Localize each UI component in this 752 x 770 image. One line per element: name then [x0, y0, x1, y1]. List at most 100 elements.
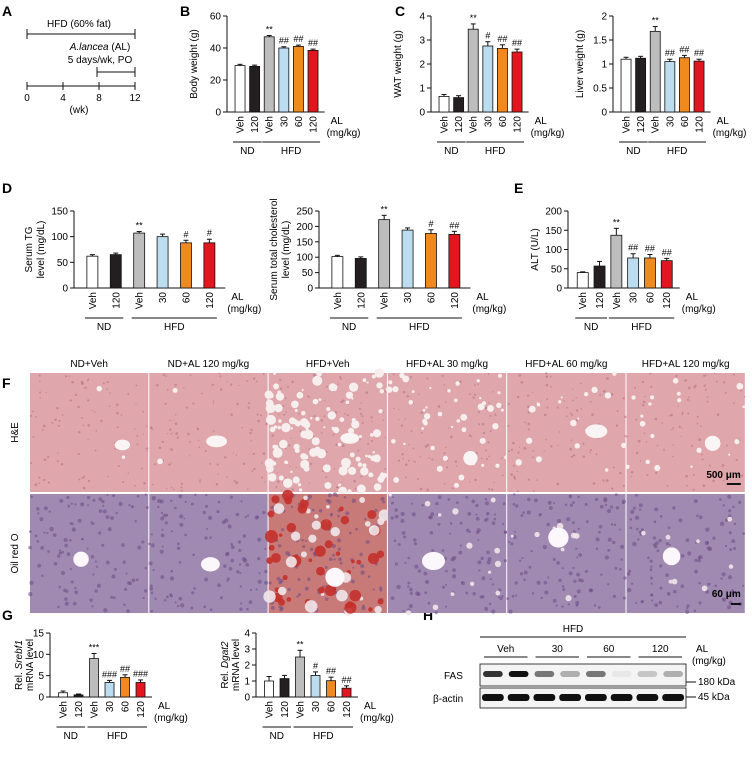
x-tick-label: 30	[105, 701, 116, 713]
significance-marker: ##	[645, 244, 655, 254]
bar-hfd-veh	[467, 28, 479, 113]
y-axis-label-line2: level (mg/dL)	[281, 221, 292, 279]
x-tick-label: 120	[309, 116, 320, 133]
panel-label-b: B	[180, 3, 190, 19]
x-tick-label: 60	[181, 292, 192, 304]
he-stain-image	[264, 368, 388, 496]
group-label-hfd: HFD	[164, 322, 185, 333]
x-tick-label: 60	[680, 116, 691, 128]
y-tick-label: 40	[210, 44, 222, 55]
significance-marker: ##	[449, 220, 459, 230]
y-tick-label: 1	[419, 84, 425, 95]
al-unit-label: (mg/kg)	[154, 713, 188, 724]
y-tick-label: 4	[244, 629, 250, 640]
histology-column-label: HFD+AL 120 mg/kg	[642, 359, 730, 370]
bar-hfd-al-120	[203, 242, 216, 289]
panel-a-timeline: HFD (60% fat) A.lancea (AL) 5 days/wk, P…	[24, 19, 141, 116]
bar-hfd-al-30	[401, 229, 414, 289]
al-unit-label: (mg/kg)	[327, 128, 361, 139]
significance-marker: ##	[512, 38, 522, 48]
significance-marker: #	[207, 228, 212, 238]
fas-band	[637, 671, 658, 677]
blot-al-unit: (mg/kg)	[692, 656, 726, 667]
y-tick-label: 150	[296, 237, 313, 248]
blot-dose-label: 60	[603, 644, 615, 655]
y-tick-label: 0	[215, 108, 221, 119]
y-tick-label: 0	[307, 284, 313, 295]
significance-marker: **	[297, 639, 305, 649]
bar-hfd-al-60	[120, 676, 130, 698]
y-tick-label: 0.5	[593, 84, 607, 95]
x-tick-label: Veh	[651, 116, 662, 133]
y-tick-label: 50	[302, 268, 314, 279]
bar-hfd-al-60	[326, 680, 336, 698]
significance-marker: ##	[326, 666, 336, 676]
oil-red-o-image	[506, 493, 627, 614]
al-label: AL	[158, 701, 171, 712]
significance-marker: ###	[102, 669, 117, 679]
histology-column-label: ND+Veh	[70, 359, 108, 370]
al-unit-label: (mg/kg)	[713, 128, 747, 139]
y-axis-label: Rel. Dgat2	[220, 641, 231, 689]
group-label-hfd: HFD	[409, 322, 430, 333]
bar-nd-al-120	[73, 694, 84, 698]
x-tick-label: 60	[498, 116, 509, 128]
x-tick-label: Veh	[296, 701, 307, 718]
x-tick-label: 60	[426, 292, 437, 304]
bar-nd-veh	[234, 65, 246, 113]
y-tick-label: 60	[210, 12, 222, 23]
x-tick-label: Veh	[59, 701, 70, 718]
y-tick-label: 3	[419, 36, 425, 47]
y-axis-label: ALT (U/L)	[530, 228, 541, 270]
actin-band	[636, 694, 659, 701]
y-tick-label: 0	[556, 284, 562, 295]
x-tick-label: 30	[403, 292, 414, 304]
chart-g2: 0 1 2 3 4 Rel. Dgat2 mRNA level Veh 120 ** Veh #30 #…	[220, 629, 394, 743]
histology-column-label: HFD+AL 30 mg/kg	[406, 359, 488, 370]
y-tick-label: 0	[244, 693, 250, 704]
group-label-hfd: HFD	[281, 146, 302, 157]
y-tick-label: 1	[601, 60, 607, 71]
bar-nd-veh	[58, 692, 68, 698]
bar-hfd-veh	[89, 658, 99, 698]
y-axis-label: Liver weight (g)	[575, 30, 586, 98]
x-tick-label: 120	[662, 292, 673, 309]
row-label-he: H&E	[10, 422, 21, 443]
al-label: AL	[331, 116, 344, 127]
x-tick-label: 30	[483, 116, 494, 128]
al-label: AL	[535, 116, 548, 127]
bar-hfd-al-60	[644, 257, 656, 289]
group-label-hfd: HFD	[485, 146, 506, 157]
week-tick-label-12: 12	[129, 93, 141, 104]
panel-label-a: A	[2, 3, 12, 19]
week-tick-label-8: 8	[96, 93, 102, 104]
row-label-oil-red-o: Oil red O	[10, 533, 21, 573]
bar-hfd-al-30	[278, 47, 290, 113]
significance-marker: #	[428, 219, 433, 229]
y-tick-label: 150	[545, 226, 562, 237]
al-unit-label: (mg/kg)	[531, 128, 565, 139]
y-tick-label: 2	[601, 12, 607, 23]
bar-hfd-al-60	[425, 233, 437, 289]
bar-hfd-al-30	[310, 675, 321, 698]
group-label-nd: ND	[444, 146, 458, 157]
actin-band	[559, 694, 581, 701]
y-axis-label: Serum TG	[24, 226, 35, 272]
y-tick-label: 1.5	[593, 36, 607, 47]
week-tick-label-0: 0	[24, 93, 30, 104]
significance-marker: ##	[279, 36, 289, 46]
y-axis-label-prefix: Rel.	[14, 669, 25, 690]
x-tick-label: Veh	[88, 292, 99, 309]
group-label-hfd: HFD	[667, 146, 688, 157]
significance-marker: **	[470, 13, 478, 23]
actin-band	[585, 694, 607, 701]
y-axis-label: Rel. Srebf1	[14, 640, 25, 690]
bar-hfd-veh	[610, 234, 623, 289]
y-tick-label: 0	[419, 108, 425, 119]
significance-marker: ##	[665, 48, 675, 58]
group-label-nd: ND	[97, 322, 111, 333]
chart-d1: 0 50 100 150 Serum TG level (mg/dL) Veh 120 ** Ve…	[24, 207, 261, 334]
bar-hfd-al-60	[679, 57, 690, 113]
fas-band	[611, 671, 632, 677]
